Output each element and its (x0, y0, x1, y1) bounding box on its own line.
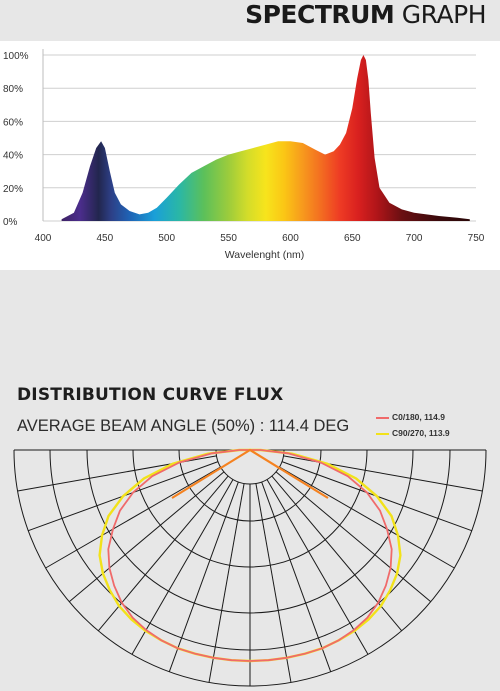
polar-spoke (271, 475, 403, 632)
distribution-title: DISTRIBUTION CURVE FLUX (17, 385, 284, 405)
legend-label-c0: C0/180, 114.9 (392, 412, 445, 422)
y-tick-label: 40% (3, 151, 23, 162)
y-tick-label: 100% (3, 51, 29, 62)
spectrum-area (61, 55, 470, 221)
spectrum-chart-panel: 0% 20% 40% 60% 80% 100% 400 450 500 550 600 650 700 7… (0, 41, 500, 270)
y-tick-label: 20% (3, 184, 23, 195)
polar-spoke (97, 475, 229, 632)
polar-spoke (68, 471, 225, 603)
polar-spoke (168, 481, 239, 672)
polar-spoke (45, 466, 221, 569)
x-tick-label: 400 (35, 233, 52, 244)
x-tick-label: 450 (97, 233, 114, 244)
legend-swatch-c90 (376, 432, 389, 435)
spectrum-graph-title: SPECTRUM GRAPH (245, 0, 486, 30)
x-tick-label: 750 (468, 233, 485, 244)
spectrum-title-light: GRAPH (401, 0, 487, 29)
x-axis-label: Wavelenght (nm) (225, 249, 305, 261)
polar-spoke (131, 479, 234, 655)
polar-spoke (275, 471, 432, 603)
beam-angle-text: AVERAGE BEAM ANGLE (50%) : 114.4 DEG (17, 417, 350, 435)
beam-apex-lines (171, 448, 329, 499)
polar-spoke (279, 466, 455, 569)
y-tick-label: 0% (3, 217, 18, 228)
polar-spoke (208, 483, 245, 683)
polar-spoke (266, 479, 369, 655)
x-tick-label: 700 (406, 233, 423, 244)
legend-item-c90: C90/270, 113.9 (376, 428, 450, 438)
x-tick-label: 600 (282, 233, 299, 244)
y-tick-label: 80% (3, 84, 23, 95)
distribution-polar-chart (13, 448, 487, 687)
legend-item-c0: C0/180, 114.9 (376, 412, 445, 422)
polar-spoke (261, 481, 332, 672)
polar-spoke (255, 483, 292, 683)
x-tick-label: 550 (220, 233, 237, 244)
x-tick-label: 500 (158, 233, 175, 244)
spectrum-title-bold: SPECTRUM (245, 0, 395, 29)
legend-swatch-c0 (376, 416, 389, 419)
legend-label-c90: C90/270, 113.9 (392, 428, 450, 438)
y-tick-label: 60% (3, 117, 23, 128)
spectrum-chart: 0% 20% 40% 60% 80% 100% 400 450 500 550 600 650 700 7… (3, 49, 485, 261)
distribution-curve-c0 (107, 449, 393, 662)
x-tick-label: 650 (344, 233, 361, 244)
